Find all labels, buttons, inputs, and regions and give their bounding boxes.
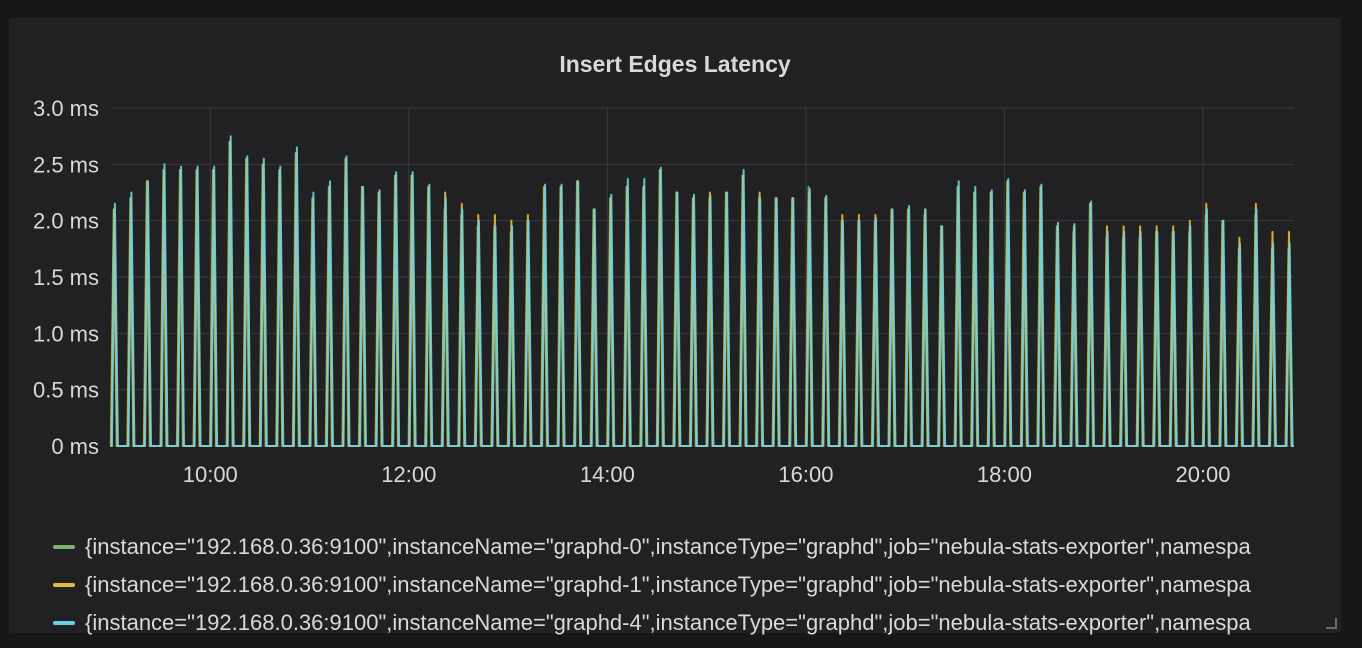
chart-legend: {instance="192.168.0.36:9100",instanceNa…: [53, 528, 1335, 642]
panel-title[interactable]: Insert Edges Latency: [559, 51, 791, 77]
y-tick-label: 2.0 ms: [33, 209, 99, 234]
y-tick-label: 3.0 ms: [33, 96, 99, 121]
resize-handle[interactable]: [1326, 618, 1337, 629]
x-tick-label: 18:00: [977, 462, 1032, 487]
legend-swatch: [53, 583, 75, 587]
legend-swatch: [53, 545, 75, 549]
series-line-2: [110, 135, 1294, 447]
legend-item[interactable]: {instance="192.168.0.36:9100",instanceNa…: [53, 604, 1335, 642]
x-tick-label: 14:00: [580, 462, 635, 487]
legend-label: {instance="192.168.0.36:9100",instanceNa…: [85, 534, 1251, 559]
legend-item[interactable]: {instance="192.168.0.36:9100",instanceNa…: [53, 566, 1335, 604]
graph-panel: Insert Edges Latency 0 ms 0.5 ms 1.0 ms 1.5…: [9, 18, 1341, 635]
legend-label: {instance="192.168.0.36:9100",instanceNa…: [85, 610, 1251, 635]
legend-label: {instance="192.168.0.36:9100",instanceNa…: [85, 572, 1251, 597]
legend-item[interactable]: {instance="192.168.0.36:9100",instanceNa…: [53, 528, 1335, 566]
series-line-0: [109, 140, 1294, 447]
series-line-1: [110, 140, 1294, 447]
y-tick-label: 2.5 ms: [33, 152, 99, 177]
legend-swatch: [53, 621, 75, 625]
x-tick-label: 10:00: [183, 462, 238, 487]
y-tick-label: 1.5 ms: [33, 265, 99, 290]
y-tick-label: 0.5 ms: [33, 378, 99, 403]
x-tick-label: 20:00: [1175, 462, 1230, 487]
x-tick-label: 16:00: [778, 462, 833, 487]
x-tick-label: 12:00: [381, 462, 436, 487]
latency-line-chart: 0 ms 0.5 ms 1.0 ms 1.5 ms 2.0 ms 2.5 ms 3.0 ms…: [33, 96, 1294, 487]
y-tick-label: 0 ms: [51, 434, 99, 459]
y-tick-label: 1.0 ms: [33, 321, 99, 346]
